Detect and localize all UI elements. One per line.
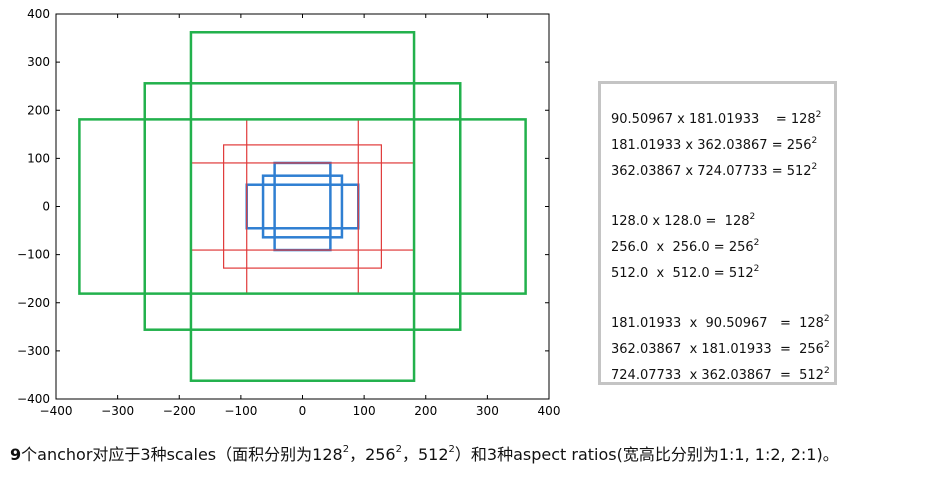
caption-text: ，512 [401, 445, 449, 464]
anchor-box-256 [223, 144, 382, 269]
formula-row: 128.0 x 128.0 = 1282 [611, 209, 755, 230]
anchor-box-128 [261, 174, 344, 239]
anchor-box-512 [143, 82, 462, 331]
anchor-box-512 [78, 118, 527, 295]
formula-row: 90.50967 x 181.01933 = 1282 [611, 107, 821, 128]
caption-exponent: 2 [448, 444, 455, 455]
y-tick-label: −400 [17, 392, 50, 406]
x-tick-label: 300 [476, 404, 499, 418]
formula-panel: 90.50967 x 181.01933 = 1282 181.01933 x … [598, 81, 837, 385]
formula-text: 128.0 x 128.0 = 128 [611, 214, 750, 229]
formula-exponent: 2 [823, 366, 830, 376]
y-tick-label: 300 [27, 55, 50, 69]
formula-text: 362.03867 x 181.01933 = 256 [611, 342, 824, 357]
y-tick-label: −300 [17, 344, 50, 358]
anchor-box-512 [189, 31, 416, 382]
x-tick-label: −300 [101, 404, 134, 418]
y-tick-label: 400 [27, 7, 50, 21]
anchor-chart: −400 −300 −200 −100 0 100 200 300 400 400 300 200 1… [17, 7, 561, 418]
formula-exponent: 2 [823, 314, 830, 324]
x-tick-label: 0 [299, 404, 307, 418]
y-tick-label: 200 [27, 103, 50, 117]
formula-text: 181.01933 x 90.50967 = 128 [611, 316, 824, 331]
x-tick-label: 100 [353, 404, 376, 418]
caption-exponent: 2 [342, 444, 350, 455]
formula-exponent: 2 [749, 212, 756, 222]
formula-row: 256.0 x 256.0 = 2562 [611, 235, 759, 256]
formula-exponent: 2 [811, 162, 818, 172]
formula-text: 181.01933 x 362.03867 = 256 [611, 138, 812, 153]
plot-frame [55, 13, 550, 400]
formula-row: 181.01933 x 362.03867 = 2562 [611, 133, 817, 154]
formula-exponent: 2 [811, 136, 818, 146]
y-tick-label: −200 [17, 296, 50, 310]
caption-exponent: 2 [395, 444, 402, 455]
caption-number: 9 [10, 445, 22, 464]
formula-exponent: 2 [815, 110, 822, 120]
x-tick-label: −400 [40, 404, 73, 418]
y-axis: 400 300 200 100 0 −100 −200 −300 −400 [17, 7, 549, 406]
caption-text: ，256 [349, 445, 396, 464]
x-axis: −400 −300 −200 −100 0 100 200 300 400 [40, 14, 561, 418]
formula-exponent: 2 [753, 264, 760, 274]
x-tick-label: 400 [538, 404, 561, 418]
y-tick-label: 100 [27, 151, 50, 165]
formula-text: 724.07733 x 362.03867 = 512 [611, 368, 824, 383]
figure-caption: 9个anchor对应于3种scales（面积分别为1282，2562，5122）… [10, 441, 839, 465]
formula-exponent: 2 [823, 340, 830, 350]
formula-text: 362.03867 x 724.07733 = 512 [611, 164, 812, 179]
x-tick-label: −100 [224, 404, 257, 418]
x-tick-label: −200 [163, 404, 196, 418]
formula-text: 512.0 x 512.0 = 512 [611, 266, 754, 281]
y-tick-label: −100 [17, 248, 50, 262]
formula-exponent: 2 [753, 238, 760, 248]
anchor-rectangles [78, 31, 527, 382]
formula-row: 362.03867 x 181.01933 = 2562 [611, 337, 830, 358]
formula-row: 512.0 x 512.0 = 5122 [611, 261, 759, 282]
formula-row: 181.01933 x 90.50967 = 1282 [611, 311, 830, 332]
formula-row: 362.03867 x 724.07733 = 5122 [611, 159, 817, 180]
formula-text: 256.0 x 256.0 = 256 [611, 240, 754, 255]
caption-text: 个anchor对应于3种scales（面积分别为128 [21, 445, 343, 464]
formula-text: 90.50967 x 181.01933 = 128 [611, 112, 816, 127]
x-tick-label: 200 [414, 404, 437, 418]
y-tick-label: 0 [42, 200, 50, 214]
formula-row: 724.07733 x 362.03867 = 5122 [611, 363, 830, 384]
caption-text: ）和3种aspect ratios(宽高比分别为1:1, 1:2, 2:1)。 [454, 445, 839, 464]
